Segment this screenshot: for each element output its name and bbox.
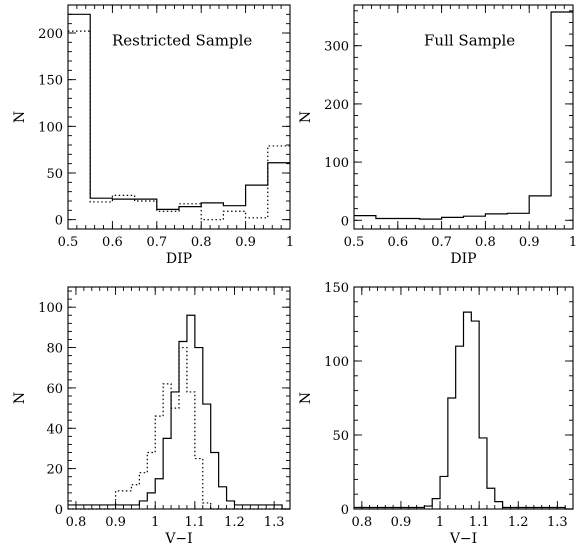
restricted-vi-ylabel: N [12,392,28,404]
full-dip-annotation: Full Sample [424,31,515,49]
restricted-dip-ylabel: N [12,111,28,123]
restricted-vi-xlabel: V−I [164,531,192,547]
restricted-dip-xtick-label: 0.9 [235,235,256,250]
restricted-vi-axes-frame [67,286,291,510]
restricted-dip-xtick-label: 0.5 [58,235,79,250]
full-vi-xlabel: V−I [449,531,477,547]
restricted-vi-series-dotted [68,346,290,510]
restricted-dip-series-dotted [68,30,290,221]
restricted-vi-ytick-label: 100 [38,301,63,316]
restricted-vi-series-solid [68,314,290,510]
restricted-dip-xtick-label: 0.7 [146,235,167,250]
full-vi-xtick-label: 1 [436,515,444,530]
restricted-dip-xlabel: DIP [166,251,192,267]
restricted-vi-xtick-label: 1.2 [224,515,245,530]
restricted-vi-ytick-label: 0 [55,503,63,518]
full-vi-xtick-label: 0.9 [391,515,412,530]
full-vi-ytick-label: 50 [332,429,349,444]
full-dip-ytick-label: 200 [324,98,349,113]
full-vi-ytick-label: 150 [324,281,349,296]
restricted-vi-ytick-label: 60 [46,382,63,397]
full-vi-ytick-label: 0 [341,503,349,518]
restricted-vi-ytick-label: 80 [46,342,63,357]
full-vi-panel: 0.8 0.9 1 1.1 1.2 1.3 0 50 100 150 V−I N [298,281,574,547]
full-dip-xtick-label: 0.6 [387,235,408,250]
restricted-dip-ytick-label: 100 [38,120,63,135]
full-dip-ytick-label: 0 [341,214,349,229]
full-vi-xtick-label: 0.8 [351,515,372,530]
full-vi-xtick-label: 1.3 [547,515,568,530]
restricted-dip-xtick-label: 1 [286,235,294,250]
restricted-vi-panel: 0.8 0.9 1 1.1 1.2 1.3 0 20 40 60 80 100 V−I N [12,286,291,547]
full-dip-ytick-label: 100 [324,156,349,171]
full-dip-ytick-label: 300 [324,40,349,55]
full-dip-ylabel: N [298,111,314,123]
restricted-dip-annotation: Restricted Sample [112,31,252,49]
full-dip-series-solid [354,11,573,220]
restricted-vi-xtick-label: 0.8 [66,515,87,530]
full-dip-xtick-label: 1 [569,235,577,250]
restricted-vi-xtick-label: 1 [151,515,159,530]
restricted-vi-xtick-label: 1.3 [264,515,285,530]
full-dip-xtick-label: 0.5 [344,235,365,250]
full-dip-panel: 0.5 0.6 0.7 0.8 0.9 1 0 100 200 300 DIP N Full Sampl… [298,4,577,267]
restricted-dip-xtick-label: 0.6 [102,235,123,250]
restricted-dip-xtick-label: 0.8 [191,235,212,250]
full-vi-xtick-label: 1.1 [469,515,490,530]
restricted-vi-xtick-label: 0.9 [105,515,126,530]
restricted-dip-panel: 0.5 0.6 0.7 0.8 0.9 1 0 50 100 150 200 DIP N Restrict… [12,4,294,267]
restricted-vi-xtick-label: 1.1 [185,515,206,530]
full-vi-ytick-label: 100 [324,355,349,370]
restricted-vi-ytick-label: 40 [46,422,63,437]
full-dip-axes-frame [353,4,574,230]
full-vi-xtick-label: 1.2 [508,515,529,530]
full-dip-xtick-label: 0.7 [431,235,452,250]
restricted-vi-ytick-label: 20 [46,463,63,478]
full-vi-ylabel: N [298,392,314,404]
full-dip-xlabel: DIP [450,251,476,267]
full-dip-xtick-label: 0.9 [519,235,540,250]
full-dip-xtick-label: 0.8 [475,235,496,250]
restricted-dip-ytick-label: 200 [38,27,63,42]
restricted-dip-ytick-label: 50 [46,167,63,182]
restricted-dip-ytick-label: 150 [38,74,63,89]
full-vi-series-solid [354,311,573,510]
restricted-dip-ytick-label: 0 [55,214,63,229]
